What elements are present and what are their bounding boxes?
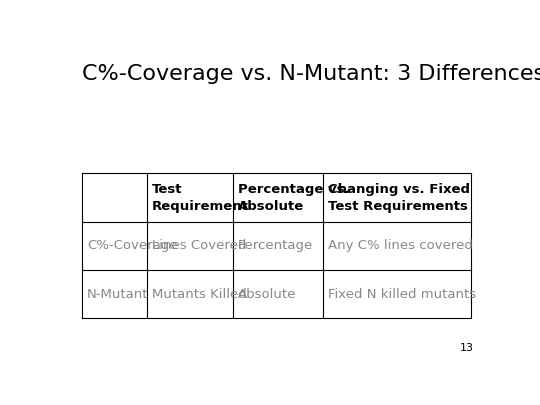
Text: Percentage: Percentage [238,239,313,252]
Text: N-Mutant: N-Mutant [87,288,148,301]
Text: C%-Coverage: C%-Coverage [87,239,178,252]
Text: Absolute: Absolute [238,288,296,301]
Text: C%-Coverage vs. N-Mutant: 3 Differences: C%-Coverage vs. N-Mutant: 3 Differences [82,64,540,84]
Text: Percentage vs.
Absolute: Percentage vs. Absolute [238,183,349,213]
Text: 13: 13 [460,343,474,353]
Text: Mutants Killed: Mutants Killed [152,288,247,301]
Text: Changing vs. Fixed
Test Requirements: Changing vs. Fixed Test Requirements [328,183,470,213]
Text: Lines Covered: Lines Covered [152,239,246,252]
Text: Test
Requirement: Test Requirement [152,183,249,213]
Text: Any C% lines covered: Any C% lines covered [328,239,472,252]
Text: Fixed N killed mutants: Fixed N killed mutants [328,288,476,301]
